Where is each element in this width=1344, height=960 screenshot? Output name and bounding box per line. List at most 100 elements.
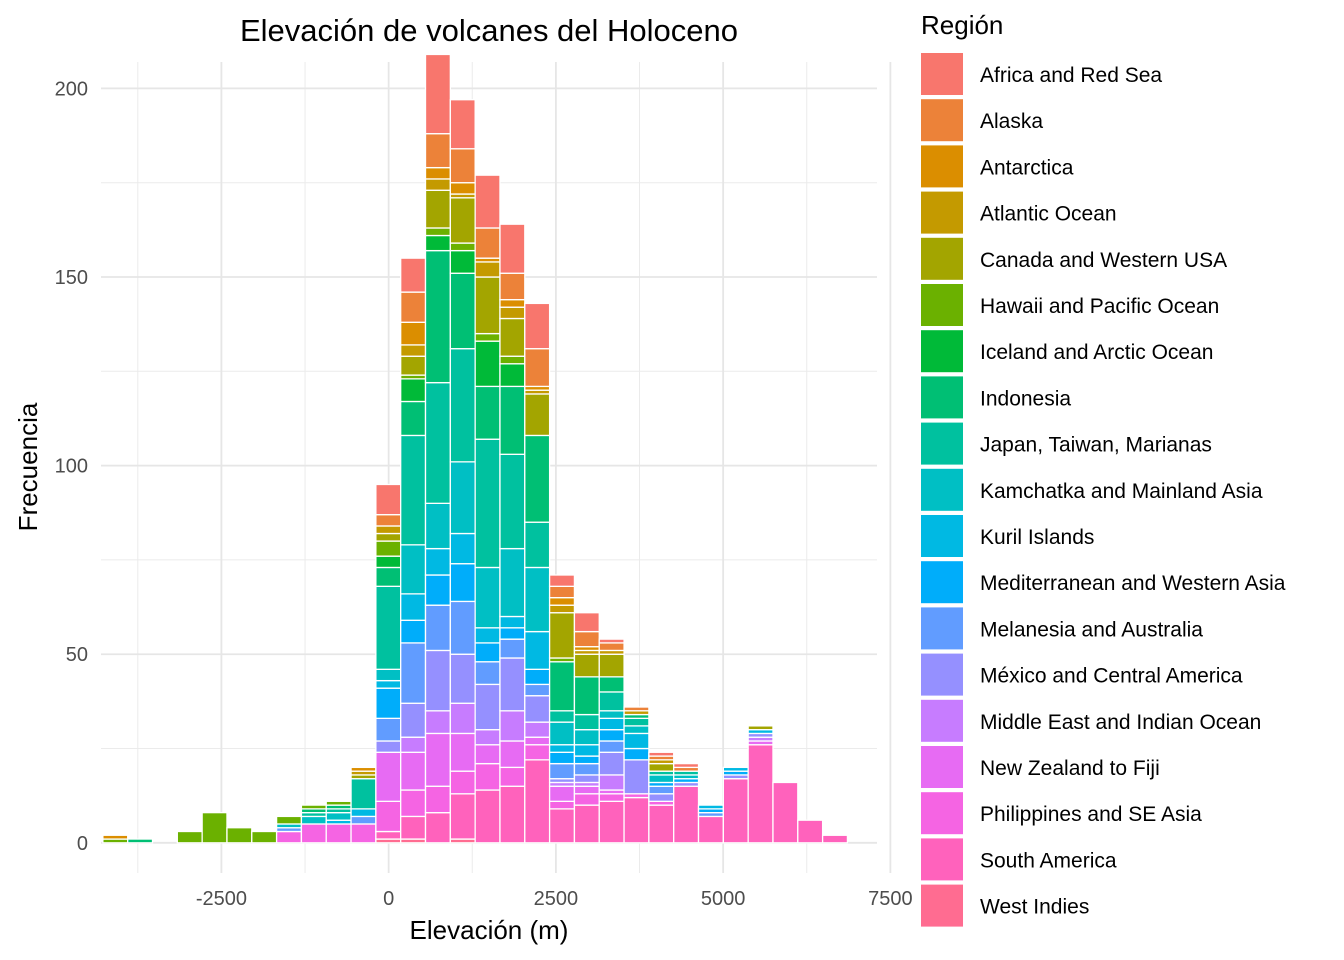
histogram-bar-segment [424,785,451,814]
histogram-bar-segment [400,619,427,644]
y-axis-ticks: 0 50 100 150 200 [55,78,88,854]
legend-label: Canada and Western USA [980,249,1227,272]
histogram-bar-segment [424,227,451,237]
legend-label: Kamchatka and Mainland Asia [980,480,1263,503]
histogram-bar-segment [375,751,402,802]
x-tick-label: 5000 [701,888,746,910]
histogram-bar-segment [548,808,576,844]
histogram-bar-segment [548,762,576,780]
histogram-bar-segment [375,483,402,516]
histogram-bar-segment [400,321,427,346]
histogram-bar-segment [449,182,476,195]
x-tick-label: 0 [383,888,394,910]
histogram-bar-segment [524,566,551,633]
histogram-bar-segment [499,710,526,742]
histogram-bar-segment [474,762,501,791]
histogram-bar-segment [499,298,526,308]
histogram-bar-segment [375,585,402,670]
histogram-bar-segment [400,751,427,791]
legend-key [921,699,963,742]
histogram-bar-segment [375,555,402,569]
histogram-bar-segment [449,197,476,244]
histogram-bar-segment [524,683,551,697]
histogram-bar-segment [573,630,600,648]
legend-item: Indonesia [921,376,1071,419]
histogram-bar-segment [524,348,551,388]
legend-label: Hawaii and Pacific Ocean [980,295,1219,318]
histogram-bar-segment [375,532,402,542]
histogram-bar-segment [499,363,526,388]
histogram-bar-segment [350,778,377,810]
histogram-bar-segment [573,804,600,844]
histogram-bar-segment [524,393,551,437]
histogram-bar-segment [524,695,551,723]
histogram-bar-segment [598,800,625,844]
histogram-bar-segment [499,740,526,769]
histogram-bar-segment [400,815,427,840]
histogram-bar-segment [474,744,501,765]
histogram-bar-segment [449,563,476,603]
histogram-bar-segment [747,744,774,844]
histogram-bar-segment [449,653,476,704]
histogram-bar-segment [623,732,650,750]
legend-item: Philippines and SE Asia [921,792,1202,835]
histogram-bar-segment [548,574,576,587]
histogram-bar-segment [449,348,476,463]
legend-label: Kuril Islands [980,526,1094,549]
histogram-bar-segment [375,830,402,840]
histogram-bar-segment [474,729,501,746]
legend-item: Antarctica [921,145,1074,188]
histogram-bar-segment [548,744,576,753]
histogram-bar-segment [375,687,402,719]
legend-label: Alaska [980,110,1043,133]
histogram-bar-segment [548,721,576,746]
histogram-bar-segment [524,302,551,350]
legend-title: Región [921,10,1003,40]
histogram-bar-segment [598,642,625,652]
y-tick-label: 50 [66,644,88,666]
histogram-bar-segment [548,785,576,802]
histogram-bar-segment [300,804,327,810]
legend-label: Africa and Red Sea [980,64,1162,87]
legend-label: New Zealand to Fiji [980,757,1160,780]
legend-label: South America [980,849,1117,872]
histogram-bar-segment [449,242,476,252]
histogram-bar-segment [400,789,427,818]
histogram-bar-segment [648,774,675,784]
legend-key [921,884,963,927]
histogram-bar-segment [350,823,377,844]
histogram-bar-segment [573,755,600,765]
histogram-bar-segment [424,604,451,652]
histogram-bar-segment [424,189,451,229]
histogram-bar-segment [424,732,451,787]
histogram-bar-segment [375,679,402,689]
legend-key [921,746,963,788]
histogram-bar-segment [573,785,600,795]
histogram-bar-segment [400,257,427,293]
histogram-bar-segment [648,785,675,795]
legend-key [921,607,963,650]
histogram-bar-segment [449,148,476,184]
histogram-bar-segment [598,676,625,693]
histogram-bar-segment [598,751,625,776]
histogram-bar-segment [400,355,427,376]
histogram-bar-segment [598,774,625,791]
histogram-bar-segment [697,815,724,844]
histogram-bar-segment [573,729,600,746]
histogram-bar-segment [598,740,625,753]
histogram-bar-segment [424,811,451,844]
histogram-bar-segment [275,830,303,844]
histogram-bar-segment [548,661,576,712]
histogram-bar-segment [623,706,650,712]
histogram-bar-segment [424,502,451,550]
histogram-bar-segment [424,133,451,169]
histogram-bar-segment [499,453,526,550]
histogram-bar-segment [573,774,600,784]
y-axis-title: Frecuencia [13,402,43,531]
histogram-bar-segment [400,434,427,546]
histogram-bar-segment [474,642,501,663]
histogram-bar-segment [598,638,625,644]
histogram-bar-segment [474,789,501,844]
histogram-bar-segment [598,793,625,802]
